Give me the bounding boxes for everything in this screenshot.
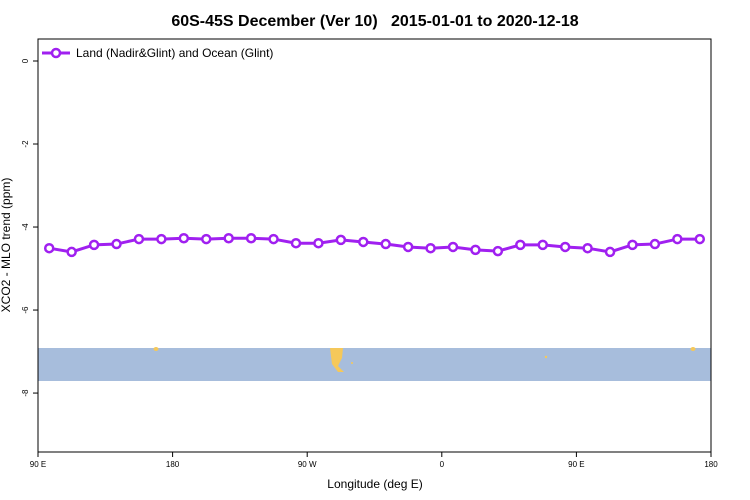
y-tick-label: -4 xyxy=(21,223,30,231)
data-point xyxy=(425,242,436,254)
x-tick-label: 90 W xyxy=(298,460,317,469)
data-point xyxy=(245,232,257,244)
data-point xyxy=(268,233,279,245)
x-tick-label: 180 xyxy=(704,460,718,469)
x-axis-label: Longitude (deg E) xyxy=(327,477,422,491)
data-point xyxy=(492,245,504,257)
data-point xyxy=(156,233,167,245)
data-point xyxy=(672,233,683,245)
land-patch xyxy=(544,355,548,359)
data-point xyxy=(358,236,369,248)
data-point xyxy=(447,241,459,253)
data-point xyxy=(559,241,571,253)
data-point xyxy=(470,244,481,256)
y-tick-label: -8 xyxy=(21,389,30,397)
map-strip xyxy=(38,347,711,381)
data-point xyxy=(178,232,190,244)
y-tick-label: -2 xyxy=(21,140,30,148)
land-patch xyxy=(351,362,353,364)
chart-title: 60S-45S December (Ver 10) 2015-01-01 to … xyxy=(171,13,578,30)
data-point xyxy=(43,242,55,254)
data-point xyxy=(88,239,100,251)
data-point xyxy=(537,239,548,251)
legend-label: Land (Nadir&Glint) and Ocean (Glint) xyxy=(76,46,273,60)
data-point xyxy=(649,238,661,250)
data-point xyxy=(335,234,347,246)
y-tick-label: 0 xyxy=(21,58,30,63)
data-point xyxy=(290,237,302,249)
data-point xyxy=(402,241,414,253)
data-point xyxy=(515,239,526,251)
data-point xyxy=(627,239,638,251)
y-axis-label: XCO2 - MLO trend (ppm) xyxy=(0,178,13,313)
land-patch xyxy=(153,347,159,351)
ocean-band xyxy=(38,348,711,381)
x-tick-label: 90 E xyxy=(568,460,584,469)
data-point xyxy=(313,237,324,249)
data-point xyxy=(111,238,122,250)
data-point xyxy=(66,246,77,258)
x-tick-label: 90 E xyxy=(30,460,46,469)
data-point xyxy=(133,233,145,245)
data-point xyxy=(694,233,706,245)
land-patch xyxy=(690,347,696,351)
x-tick-label: 180 xyxy=(166,460,180,469)
data-point xyxy=(201,233,212,245)
land-patch xyxy=(330,348,344,372)
y-tick-label: -6 xyxy=(21,306,30,314)
data-point xyxy=(582,242,593,254)
legend-marker xyxy=(50,47,62,59)
data-point xyxy=(380,238,391,250)
plot-frame xyxy=(37,38,712,453)
x-tick-label: 0 xyxy=(440,460,445,469)
data-point xyxy=(223,232,234,244)
data-point xyxy=(604,246,616,258)
legend: Land (Nadir&Glint) and Ocean (Glint) xyxy=(42,46,273,60)
